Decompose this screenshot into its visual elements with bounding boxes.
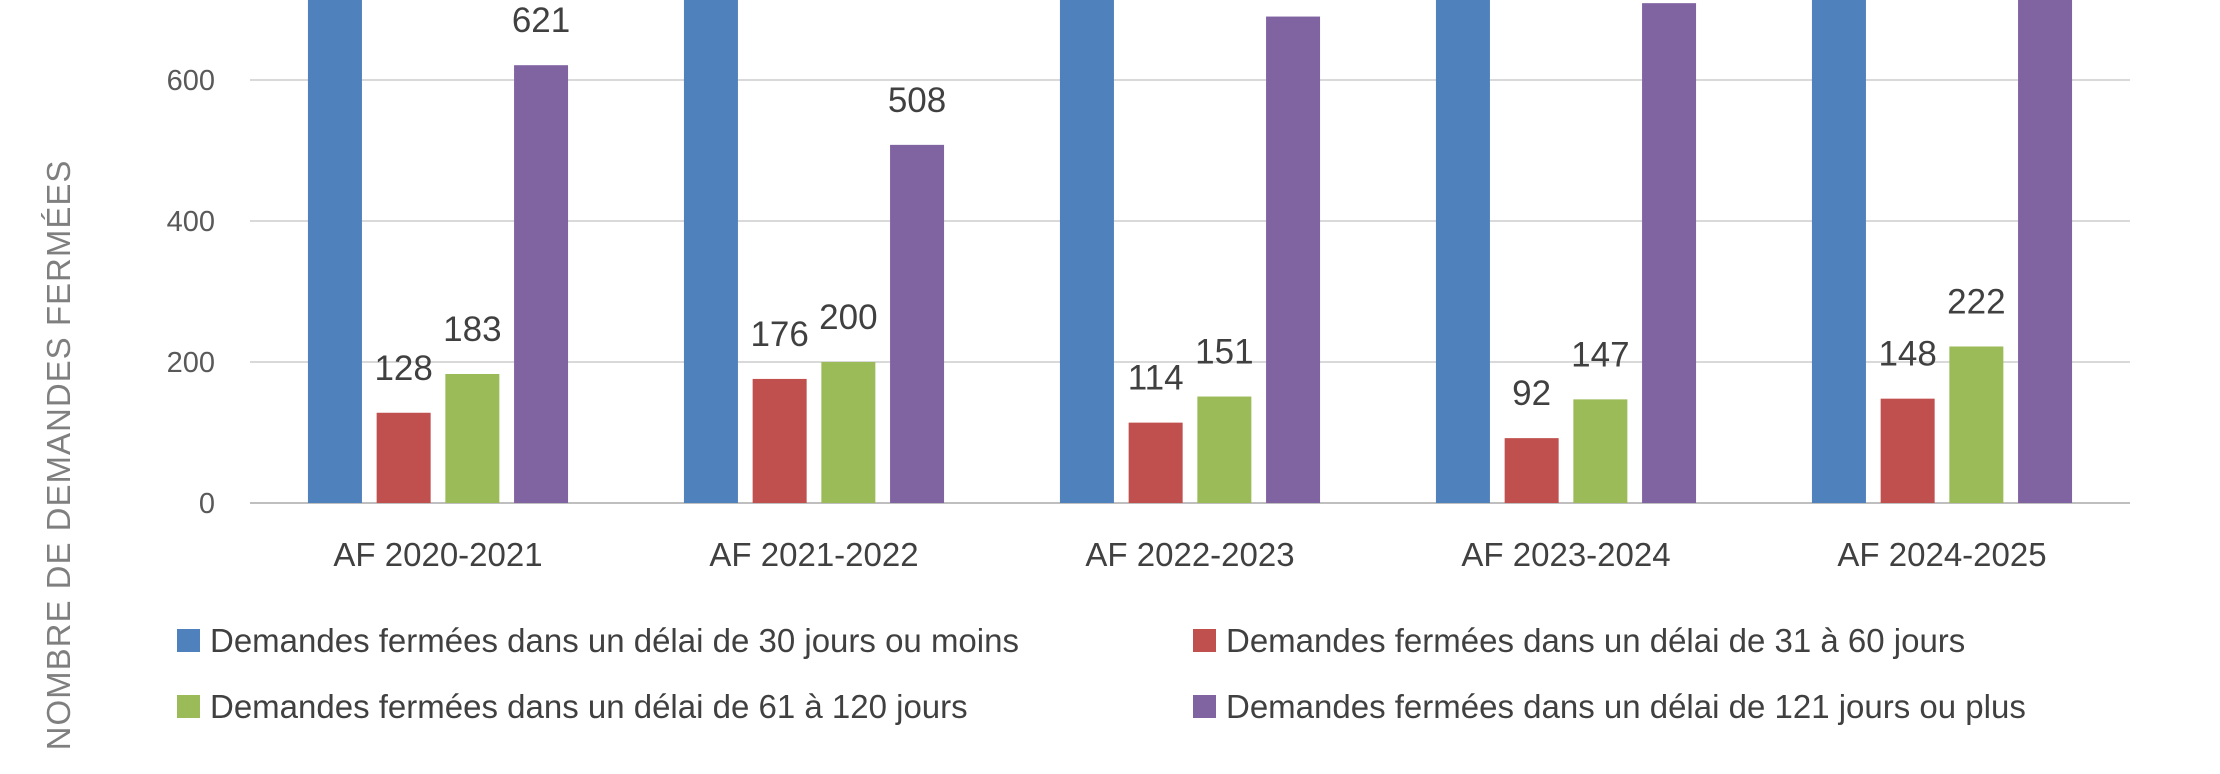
x-category-label: AF 2021-2022 (709, 536, 918, 573)
legend-swatch (1193, 629, 1216, 652)
bar (1128, 422, 1183, 503)
bars (307, 0, 2073, 504)
y-tick-label: 0 (199, 488, 215, 520)
x-axis-categories: AF 2020-2021 AF 2021-2022 AF 2022-2023 AF 2… (333, 536, 2046, 573)
bar (514, 65, 569, 503)
x-category-label: AF 2020-2021 (333, 536, 542, 573)
bar (376, 412, 431, 503)
data-label: 148 (1878, 335, 1936, 374)
bar (890, 144, 945, 504)
bar (1197, 396, 1252, 503)
legend-swatch (177, 695, 200, 718)
bar (1435, 0, 1490, 503)
bar (683, 0, 738, 503)
bar (821, 362, 876, 503)
data-label: 147 (1571, 335, 1629, 374)
data-label: 200 (819, 298, 877, 337)
x-category-label: AF 2024-2025 (1837, 536, 2046, 573)
legend-label: Demandes fermées dans un délai de 121 jo… (1226, 688, 2026, 725)
legend-swatch (177, 629, 200, 652)
legend-label: Demandes fermées dans un délai de 31 à 6… (1226, 622, 1965, 659)
data-label: 151 (1195, 333, 1253, 372)
x-category-label: AF 2022-2023 (1085, 536, 1294, 573)
y-tick-label: 600 (167, 65, 215, 97)
bar (1059, 0, 1114, 504)
data-label: 621 (512, 1, 570, 40)
legend-label: Demandes fermées dans un délai de 61 à 1… (210, 688, 968, 725)
bar (1573, 399, 1628, 503)
data-label: 92 (1512, 374, 1551, 413)
bar (1949, 346, 2004, 503)
bar (1504, 438, 1559, 503)
bar (1642, 3, 1697, 504)
bar (445, 373, 500, 503)
data-label: 183 (443, 310, 501, 349)
bar (1811, 0, 1866, 503)
bar (752, 378, 807, 503)
legend-label: Demandes fermées dans un délai de 30 jou… (210, 622, 1019, 659)
bar (1880, 398, 1935, 503)
y-axis-ticks: 02004006008001,0001,200 (167, 65, 215, 520)
bar (307, 0, 362, 503)
bar (2018, 0, 2073, 504)
y-tick-label: 200 (167, 347, 215, 379)
data-labels: 9561281836211272176200508128711415169011… (374, 1, 2005, 413)
y-axis-label: NOMBRE DE DEMANDES FERMÉES (40, 160, 77, 751)
data-label: 114 (1128, 359, 1184, 398)
data-label: 128 (374, 349, 432, 388)
data-label: 222 (1947, 282, 2005, 321)
y-tick-label: 400 (167, 206, 215, 238)
data-label: 176 (750, 315, 808, 354)
legend: Demandes fermées dans un délai de 30 jou… (177, 622, 2026, 725)
x-category-label: AF 2023-2024 (1461, 536, 1670, 573)
bar (1266, 16, 1321, 504)
legend-swatch (1193, 695, 1216, 718)
data-label: 508 (888, 81, 946, 120)
